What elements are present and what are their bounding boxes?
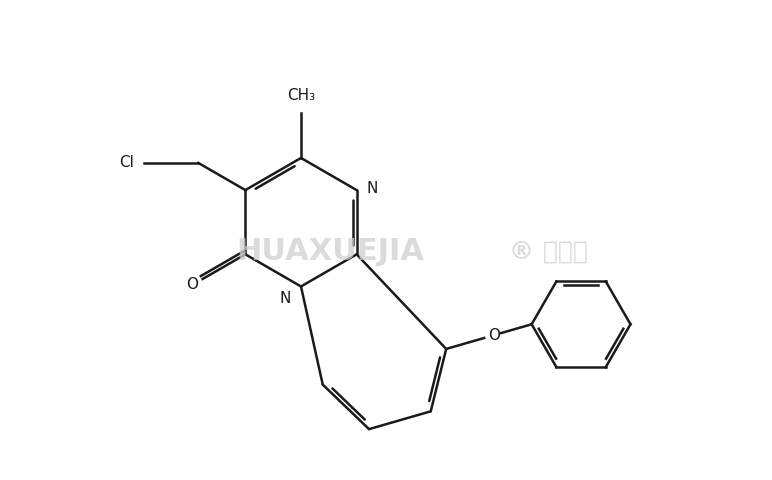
Text: O: O: [488, 328, 499, 343]
Text: HUAXUEJIA: HUAXUEJIA: [237, 238, 425, 266]
Text: CH₃: CH₃: [287, 88, 315, 103]
Text: N: N: [367, 180, 378, 196]
Text: ® 化学加: ® 化学加: [509, 240, 587, 264]
Text: Cl: Cl: [119, 156, 134, 170]
Text: N: N: [279, 291, 291, 306]
Text: O: O: [186, 277, 198, 292]
